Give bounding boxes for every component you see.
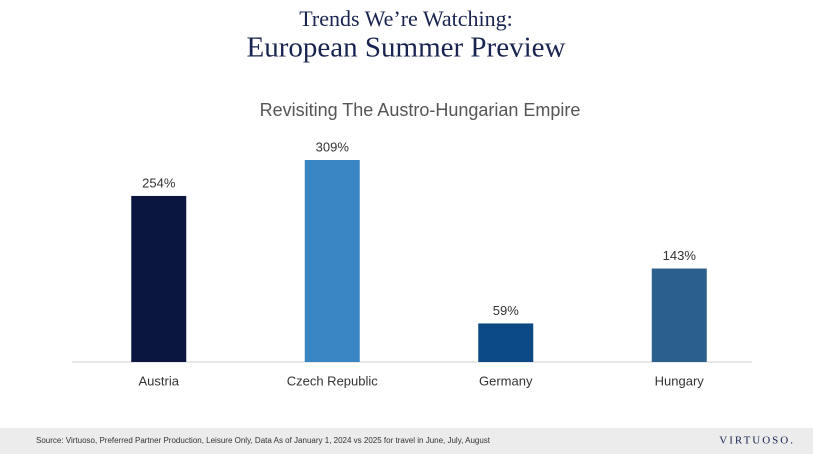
x-tick-label: Austria — [139, 373, 180, 388]
bar — [478, 323, 534, 362]
bar — [651, 268, 707, 362]
value-label: 59% — [493, 303, 519, 318]
value-label: 143% — [663, 248, 697, 263]
chart-title: Revisiting The Austro-Hungarian Empire — [260, 100, 581, 120]
footer-band — [0, 428, 813, 454]
plot: Austria 254% Czech Republic 309% Germany 59% H… — [131, 139, 707, 388]
bar — [304, 160, 360, 362]
value-label: 254% — [142, 175, 176, 190]
bar — [131, 195, 187, 362]
slide-title: European Summer Preview — [247, 32, 566, 64]
slide-kicker: Trends We’re Watching: — [299, 6, 513, 31]
value-label: 309% — [316, 139, 350, 154]
footer-source: Source: Virtuoso, Preferred Partner Prod… — [36, 436, 491, 445]
x-tick-label: Hungary — [655, 373, 705, 388]
footer-logo: VIRTUOSO. — [719, 435, 795, 447]
x-tick-label: Germany — [479, 373, 533, 388]
x-tick-label: Czech Republic — [287, 373, 379, 388]
